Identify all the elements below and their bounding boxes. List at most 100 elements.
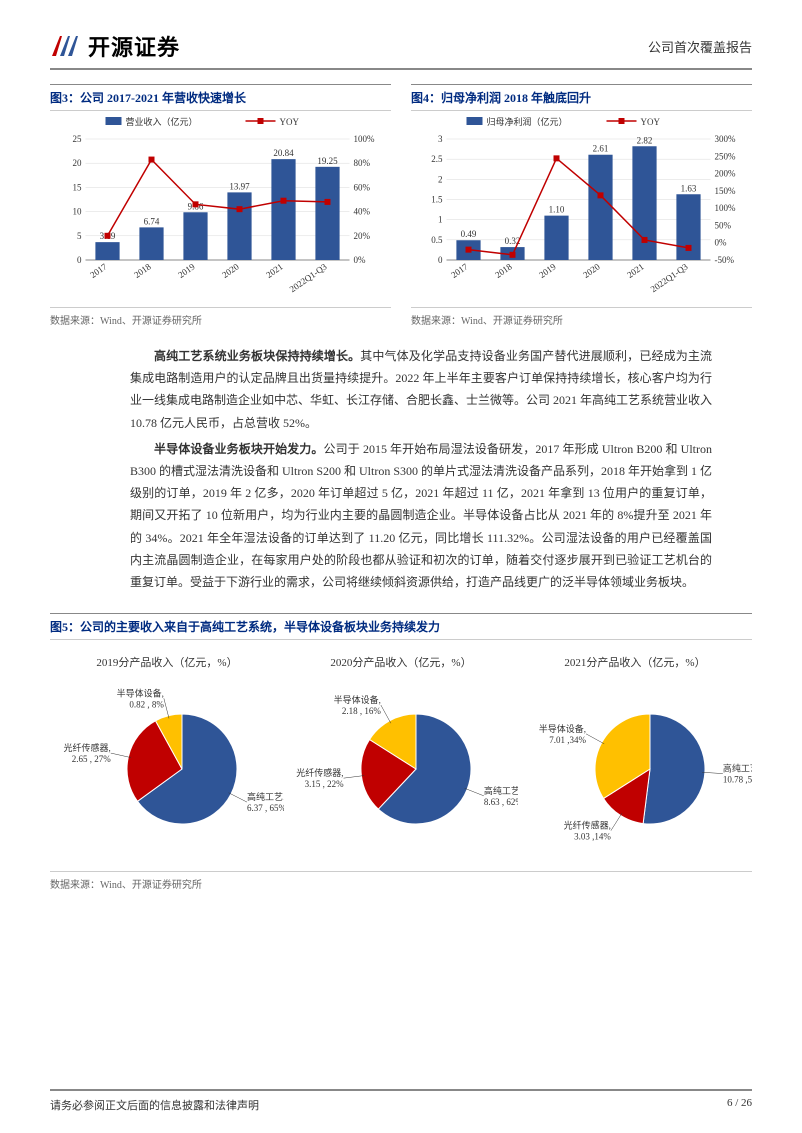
svg-text:3: 3 (438, 134, 443, 144)
para2-lead: 半导体设备业务板块开始发力。 (154, 442, 324, 456)
chart4-svg: 归母净利润（亿元）YOY00.511.522.53-50%0%50%100%15… (411, 115, 752, 300)
pie-title: 2019分产品收入（亿元，%） (50, 654, 284, 670)
svg-text:2017: 2017 (88, 261, 109, 280)
svg-text:19.25: 19.25 (317, 156, 338, 166)
svg-text:-50%: -50% (715, 255, 735, 265)
svg-text:20%: 20% (354, 231, 371, 241)
svg-text:5: 5 (77, 231, 82, 241)
svg-text:2020: 2020 (581, 261, 602, 280)
svg-text:2019: 2019 (176, 261, 197, 280)
paragraph-1: 高纯工艺系统业务板块保持持续增长。其中气体及化学品支持设备业务国产替代进展顺利，… (130, 345, 712, 434)
chart5-source: 数据来源：Wind、开源证券研究所 (50, 871, 752, 895)
svg-text:2.65 , 27%: 2.65 , 27% (72, 754, 112, 764)
pie-cell: 2020分产品收入（亿元，%） 高纯工艺系统,8.63 , 62% 光纤传感器,3.… (284, 654, 518, 847)
svg-text:高纯工艺系统,: 高纯工艺系统, (247, 791, 284, 802)
chart4-source: 数据来源：Wind、开源证券研究所 (411, 307, 752, 331)
pie-chart: 高纯工艺系统,8.63 , 62%光纤传感器,3.15 , 22%半导体设备,2… (284, 674, 518, 847)
page-footer: 请务必参阅正文后面的信息披露和法律声明 6 / 26 (50, 1089, 752, 1113)
footer-pagenum: 6 / 26 (727, 1097, 752, 1113)
body-text: 高纯工艺系统业务板块保持持续增长。其中气体及化学品支持设备业务国产替代进展顺利，… (50, 335, 752, 607)
svg-text:光纤传感器,: 光纤传感器, (564, 820, 611, 831)
svg-text:2022Q1-Q3: 2022Q1-Q3 (649, 261, 690, 294)
svg-text:2020: 2020 (220, 261, 241, 280)
svg-text:13.97: 13.97 (229, 181, 250, 191)
svg-text:半导体设备,: 半导体设备, (539, 723, 586, 734)
chart5-container: 图5：公司的主要收入来自于高纯工艺系统，半导体设备板块业务持续发力 2019分产… (50, 613, 752, 895)
svg-text:6.37 , 65%: 6.37 , 65% (247, 803, 284, 813)
svg-text:25: 25 (73, 134, 83, 144)
svg-text:7.01 ,34%: 7.01 ,34% (549, 735, 586, 745)
svg-text:1.63: 1.63 (681, 183, 697, 193)
chart3-source: 数据来源：Wind、开源证券研究所 (50, 307, 391, 331)
pies-row: 2019分产品收入（亿元，%）高纯工艺系统,6.37 , 65%光纤传感器,2.… (50, 644, 752, 867)
svg-text:2022Q1-Q3: 2022Q1-Q3 (288, 261, 329, 294)
report-type: 公司首次覆盖报告 (648, 37, 752, 56)
svg-text:100%: 100% (354, 134, 376, 144)
paragraph-2: 半导体设备业务板块开始发力。公司于 2015 年开始布局湿法设备研发，2017 … (130, 438, 712, 593)
svg-text:半导体设备,: 半导体设备, (334, 694, 381, 705)
svg-text:0.49: 0.49 (461, 229, 477, 239)
svg-text:1: 1 (438, 215, 443, 225)
chart3-container: 图3：公司 2017-2021 年营收快速增长 营业收入（亿元） YOY 0 5 10 1… (50, 84, 391, 331)
pie-chart: 高纯工艺系统,10.78 ,52%光纤传感器,3.03 ,14%半导体设备,7.… (518, 674, 752, 847)
svg-text:2019: 2019 (537, 261, 558, 280)
svg-text:300%: 300% (715, 134, 737, 144)
svg-text:3.15 , 22%: 3.15 , 22% (305, 779, 345, 789)
pie-title: 2021分产品收入（亿元，%） (518, 654, 752, 670)
svg-text:20.84: 20.84 (273, 148, 294, 158)
pie-title: 2020分产品收入（亿元，%） (284, 654, 518, 670)
svg-text:80%: 80% (354, 158, 371, 168)
para2-rest: 公司于 2015 年开始布局湿法设备研发，2017 年形成 Ultron B20… (130, 442, 712, 589)
chart3-svg: 营业收入（亿元）YOY05101520250%20%40%60%80%100%3… (50, 115, 391, 300)
svg-text:2018: 2018 (132, 261, 153, 280)
svg-text:0%: 0% (354, 255, 367, 265)
svg-text:YOY: YOY (280, 117, 300, 127)
svg-text:250%: 250% (715, 151, 737, 161)
chart4-title: 图4：归母净利润 2018 年触底回升 (411, 84, 752, 111)
svg-text:半导体设备,: 半导体设备, (117, 687, 164, 698)
svg-text:1.10: 1.10 (549, 205, 565, 215)
svg-text:10: 10 (73, 207, 83, 217)
page-header: 开源证券 公司首次覆盖报告 (50, 30, 752, 70)
svg-text:2018: 2018 (493, 261, 514, 280)
svg-text:60%: 60% (354, 182, 371, 192)
svg-text:0: 0 (77, 255, 82, 265)
svg-text:0.82 , 8%: 0.82 , 8% (129, 699, 164, 709)
svg-text:2021: 2021 (625, 261, 645, 280)
svg-text:2.82: 2.82 (637, 135, 653, 145)
svg-text:2.5: 2.5 (431, 154, 443, 164)
svg-text:1.5: 1.5 (431, 195, 443, 205)
svg-text:2: 2 (438, 174, 443, 184)
pie-cell: 2019分产品收入（亿元，%） 高纯工艺系统,6.37 , 65% 光纤传感器,2.… (50, 654, 284, 847)
chart4-container: 图4：归母净利润 2018 年触底回升 归母净利润（亿元） YOY 0 0.5 1 1.5… (411, 84, 752, 331)
svg-text:6.74: 6.74 (144, 216, 160, 226)
svg-text:0%: 0% (715, 238, 728, 248)
svg-text:营业收入（亿元）: 营业收入（亿元） (126, 116, 198, 127)
chart5-title: 图5：公司的主要收入来自于高纯工艺系统，半导体设备板块业务持续发力 (50, 613, 752, 640)
svg-text:光纤传感器,: 光纤传感器, (63, 742, 110, 753)
svg-text:归母净利润（亿元）: 归母净利润（亿元） (487, 116, 568, 127)
svg-text:40%: 40% (354, 207, 371, 217)
logo: 开源证券 (50, 30, 180, 62)
footer-disclaimer: 请务必参阅正文后面的信息披露和法律声明 (50, 1097, 259, 1113)
svg-text:2.61: 2.61 (593, 144, 609, 154)
svg-text:2021: 2021 (264, 261, 284, 280)
svg-text:200%: 200% (715, 169, 737, 179)
svg-text:光纤传感器,: 光纤传感器, (296, 767, 343, 778)
svg-text:10.78 ,52%: 10.78 ,52% (723, 775, 752, 785)
svg-text:100%: 100% (715, 203, 737, 213)
svg-text:20: 20 (73, 158, 83, 168)
svg-text:0.5: 0.5 (431, 235, 443, 245)
svg-text:8.63 , 62%: 8.63 , 62% (484, 797, 518, 807)
chart3-title: 图3：公司 2017-2021 年营收快速增长 (50, 84, 391, 111)
pie-chart: 高纯工艺系统,6.37 , 65% 光纤传感器,2.65 , 27% 半导体设备,0… (50, 674, 284, 847)
logo-icon (50, 32, 82, 60)
svg-text:2017: 2017 (449, 261, 470, 280)
pie-cell: 2021分产品收入（亿元，%）高纯工艺系统,10.78 ,52%光纤传感器,3.… (518, 654, 752, 847)
svg-text:15: 15 (73, 182, 83, 192)
svg-text:高纯工艺系统,: 高纯工艺系统, (484, 785, 518, 796)
svg-text:50%: 50% (715, 220, 732, 230)
svg-text:YOY: YOY (641, 117, 661, 127)
para1-lead: 高纯工艺系统业务板块保持持续增长。 (154, 349, 360, 363)
svg-text:0: 0 (438, 255, 443, 265)
